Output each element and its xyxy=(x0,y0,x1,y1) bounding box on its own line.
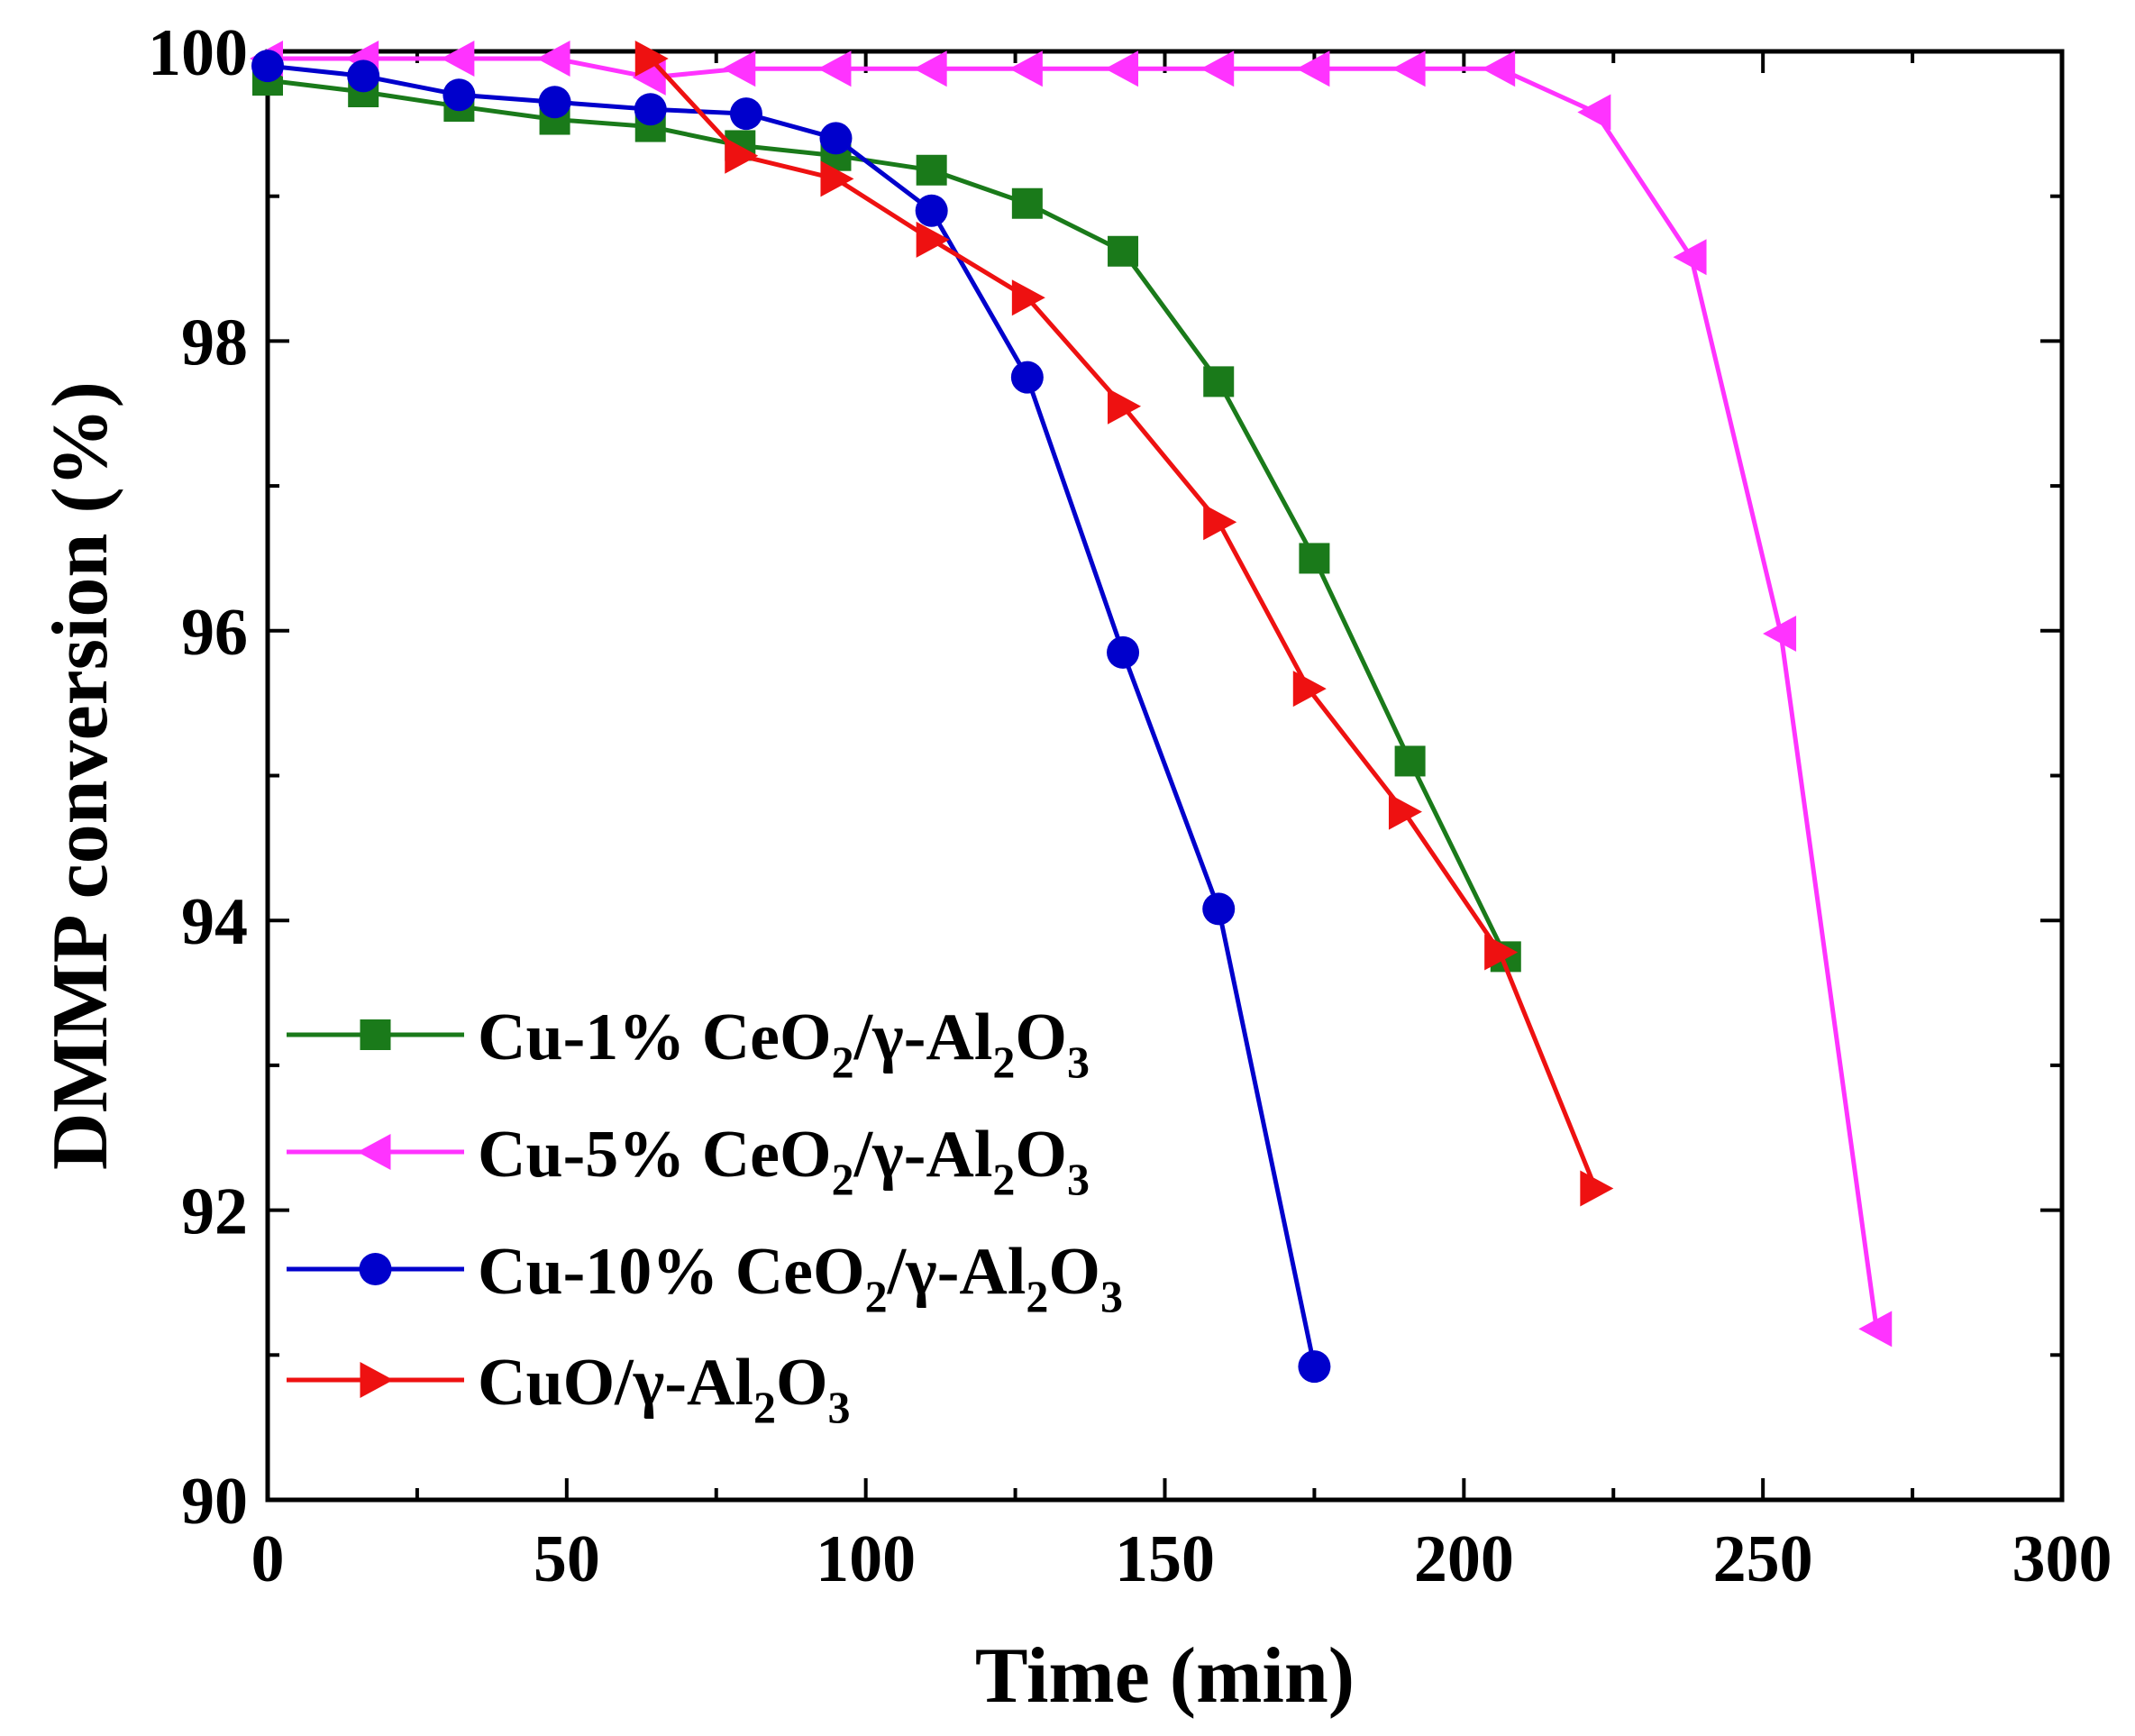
legend-item: CuO/γ-Al2O3 xyxy=(287,1346,851,1432)
data-point xyxy=(1010,361,1044,394)
series-3 xyxy=(251,50,1331,1384)
data-point xyxy=(1391,50,1426,87)
data-point xyxy=(1580,1170,1614,1207)
data-point xyxy=(916,221,950,258)
series-4 xyxy=(634,41,1614,1207)
data-point xyxy=(1011,187,1043,219)
legend-label: Cu-5% CeO2/γ-Al2O3 xyxy=(478,1118,1090,1204)
data-point xyxy=(1673,239,1707,276)
x-tick-label: 200 xyxy=(1414,1522,1514,1596)
x-tick-label: 300 xyxy=(2012,1522,2112,1596)
x-tick-label: 100 xyxy=(816,1522,916,1596)
data-point xyxy=(538,86,571,119)
data-point xyxy=(1008,50,1043,87)
axis-ticks: 0 50 100 150 200 250 300 90 92 94 96 98 100 xyxy=(148,16,2112,1596)
series-line xyxy=(267,63,1317,1367)
series-group xyxy=(250,41,1893,1384)
data-point xyxy=(347,59,380,93)
data-point xyxy=(443,78,476,112)
data-point xyxy=(441,41,475,78)
data-point xyxy=(729,97,762,131)
legend-label: CuO/γ-Al2O3 xyxy=(478,1346,851,1432)
data-point xyxy=(251,50,284,83)
data-point xyxy=(916,154,947,186)
data-point xyxy=(1108,235,1139,267)
data-point xyxy=(913,50,947,87)
legend-item: Cu-1% CeO2/γ-Al2O3 xyxy=(287,1000,1090,1087)
legend-marker xyxy=(360,1019,391,1050)
legend-label: Cu-1% CeO2/γ-Al2O3 xyxy=(478,1000,1090,1087)
data-point xyxy=(1108,388,1142,425)
legend-item: Cu-10% CeO2/γ-Al2O3 xyxy=(287,1235,1123,1321)
legend-marker xyxy=(357,1134,391,1170)
legend-item: Cu-5% CeO2/γ-Al2O3 xyxy=(287,1118,1090,1204)
data-point xyxy=(1858,1311,1893,1348)
legend-marker xyxy=(360,1362,394,1398)
data-point xyxy=(1200,50,1235,87)
y-tick-label: 96 xyxy=(181,596,248,670)
data-point xyxy=(1296,50,1330,87)
data-point xyxy=(536,41,570,78)
data-point xyxy=(634,41,669,78)
data-point xyxy=(1107,635,1140,669)
data-point xyxy=(1292,671,1327,708)
x-tick-label: 150 xyxy=(1115,1522,1215,1596)
data-point xyxy=(1202,892,1236,926)
data-point xyxy=(1105,50,1139,87)
y-tick-label: 92 xyxy=(181,1175,248,1249)
y-tick-label: 90 xyxy=(181,1465,248,1539)
x-tick-label: 50 xyxy=(534,1522,600,1596)
data-point xyxy=(1298,1350,1331,1384)
x-axis-title: Time (min) xyxy=(975,1632,1355,1720)
data-point xyxy=(820,160,854,197)
data-point xyxy=(915,194,948,227)
data-point xyxy=(1577,94,1611,131)
y-tick-label: 98 xyxy=(181,306,248,379)
y-tick-label: 100 xyxy=(148,16,248,90)
data-point xyxy=(725,137,759,174)
data-point xyxy=(1394,745,1426,777)
data-point xyxy=(1011,279,1045,316)
data-point xyxy=(634,93,667,126)
data-point xyxy=(1763,616,1797,653)
series-line xyxy=(267,78,1509,958)
legend-marker xyxy=(359,1253,392,1285)
data-point xyxy=(1388,793,1422,830)
y-axis-title: DMMP conversion (%) xyxy=(37,381,124,1170)
series-1 xyxy=(252,65,1521,973)
data-point xyxy=(722,50,756,87)
legend-label: Cu-10% CeO2/γ-Al2O3 xyxy=(478,1235,1123,1321)
x-tick-label: 250 xyxy=(1713,1522,1813,1596)
data-point xyxy=(1203,366,1235,397)
y-tick-label: 94 xyxy=(181,885,248,959)
data-point xyxy=(817,50,852,87)
data-point xyxy=(1299,543,1330,574)
data-point xyxy=(1482,50,1516,87)
data-point xyxy=(1203,504,1237,541)
data-point xyxy=(1484,934,1519,971)
legend: Cu-1% CeO2/γ-Al2O3 Cu-5% CeO2/γ-Al2O3 Cu-1… xyxy=(287,1000,1123,1432)
data-point xyxy=(819,122,853,155)
x-tick-label: 0 xyxy=(251,1522,285,1596)
